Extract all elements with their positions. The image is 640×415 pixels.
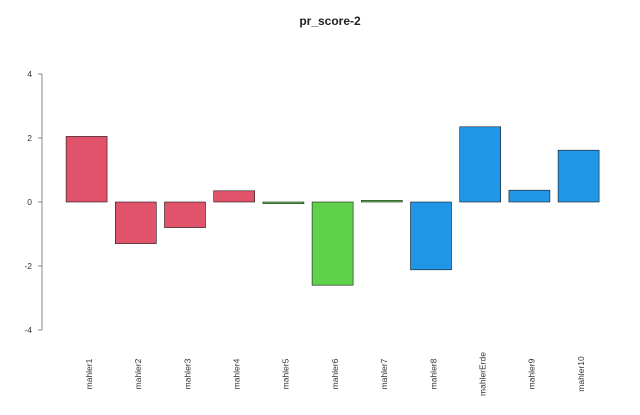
x-category-label: mahler8: [428, 358, 438, 389]
bar-mahler10: [557, 149, 600, 203]
x-category-label: mahler9: [527, 358, 537, 389]
bar-mahlerErde: [459, 126, 502, 203]
y-axis-ticks: 4 2 0 -2 -4: [24, 69, 42, 335]
chart-title: pr_score-2: [299, 14, 361, 28]
bar-mahler8: [410, 201, 452, 271]
y-tick-label: -4: [24, 325, 32, 335]
x-category-label: mahler7: [379, 358, 389, 389]
x-category-label: mahler1: [84, 358, 94, 389]
x-category-label: mahler5: [281, 358, 291, 389]
bar-mahler2: [115, 201, 157, 244]
x-category-label: mahler10: [576, 356, 586, 392]
bar-mahler4: [213, 190, 255, 203]
x-category-label: mahler2: [133, 358, 143, 389]
x-category-label: mahlerErde: [477, 352, 487, 396]
bar-mahler5: [262, 201, 305, 204]
y-tick-label: 0: [27, 197, 32, 207]
bar-mahler6: [311, 201, 354, 286]
x-category-label: mahler4: [231, 358, 241, 389]
bar-mahler3: [164, 201, 206, 228]
bar-mahler1: [65, 136, 108, 203]
x-category-label: mahler3: [182, 358, 192, 389]
y-tick-label: 2: [27, 133, 32, 143]
y-tick-label: 4: [27, 69, 32, 79]
bar-mahler9: [508, 189, 551, 203]
y-tick-label: -2: [24, 261, 32, 271]
x-category-label: mahler6: [330, 358, 340, 389]
x-axis-labels: mahler1 mahler2 mahler3 mahler4 mahler5 mahle…: [84, 352, 586, 396]
bar-mahler7: [360, 200, 403, 203]
bars-group: [65, 126, 600, 286]
